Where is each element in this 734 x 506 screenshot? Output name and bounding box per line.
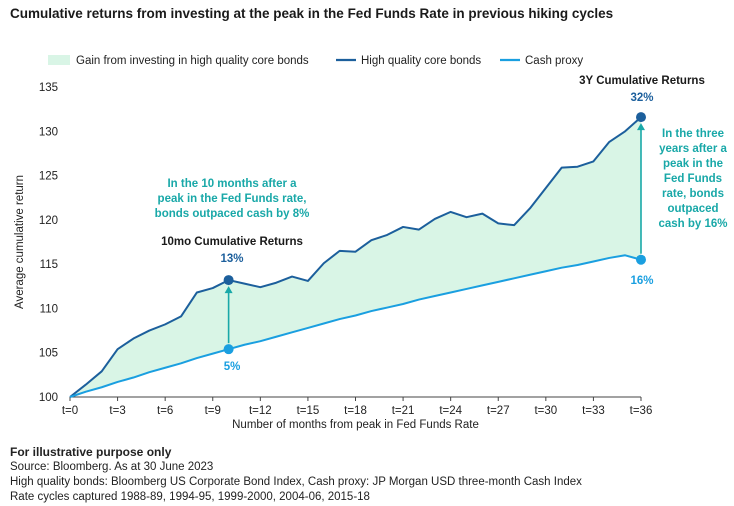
x-tick-label: t=6 xyxy=(157,405,173,417)
chart-title: Cumulative returns from investing at the… xyxy=(10,6,614,21)
x-tick-label: t=3 xyxy=(109,405,125,417)
x-tick-label: t=0 xyxy=(62,405,78,417)
ten-mo-bond-label: 13% xyxy=(220,253,243,265)
three-y-note-line: rate, bonds xyxy=(662,188,724,200)
ten-mo-note-line: In the 10 months after a xyxy=(167,178,297,190)
bonds-series-line xyxy=(69,116,642,398)
y-tick-label: 130 xyxy=(39,126,58,138)
bonds-3y-point xyxy=(636,112,646,123)
x-tick-label: t=30 xyxy=(534,405,557,417)
gain-arrow-head xyxy=(637,123,645,131)
legend-label-cash: Cash proxy xyxy=(525,55,583,67)
x-tick-label: t=15 xyxy=(297,405,320,417)
x-axis-label: Number of months from peak in Fed Funds … xyxy=(232,419,479,431)
three-y-note-line: Fed Funds xyxy=(664,173,722,185)
y-tick-label: 105 xyxy=(39,348,58,360)
y-axis-label: Average cumulative return xyxy=(14,175,26,309)
three-y-note-line: cash by 16% xyxy=(658,218,727,230)
three-y-cash-label: 16% xyxy=(630,275,653,287)
gain-area xyxy=(70,117,641,397)
footnote-cycles: Rate cycles captured 1988-89, 1994-95, 1… xyxy=(10,491,370,503)
x-tick-label: t=36 xyxy=(630,405,653,417)
x-tick-label: t=12 xyxy=(249,405,272,417)
footnote-source: Source: Bloomberg. As at 30 June 2023 xyxy=(10,461,214,473)
cash-10mo-point xyxy=(223,344,234,355)
y-tick-label: 110 xyxy=(40,303,58,315)
legend-area-swatch xyxy=(48,55,70,65)
y-tick-label: 100 xyxy=(39,392,58,404)
legend-label-bonds: High quality core bonds xyxy=(361,55,481,67)
x-tick-label: t=24 xyxy=(439,405,462,417)
y-tick-label: 135 xyxy=(39,82,58,94)
gain-arrow-head xyxy=(224,286,233,294)
bonds-10mo-point xyxy=(223,275,234,286)
footnote-illustrative: For illustrative purpose only xyxy=(10,445,172,459)
x-tick-label: t=33 xyxy=(582,405,605,417)
y-tick-label: 115 xyxy=(40,259,58,271)
y-tick-label: 125 xyxy=(39,171,58,183)
x-tick-label: t=18 xyxy=(344,405,367,417)
x-tick-label: t=21 xyxy=(392,405,415,417)
line-chart: 100 105 110 115 120 125 130 135 t=0 t=3 t=6 t=9 t=12… xyxy=(14,55,728,431)
three-y-bond-label: 32% xyxy=(630,92,653,104)
ten-mo-heading: 10mo Cumulative Returns xyxy=(161,236,303,248)
x-tick-label: t=27 xyxy=(487,405,510,417)
ten-mo-note-line: peak in the Fed Funds rate, xyxy=(158,193,307,205)
three-y-note-line: outpaced xyxy=(667,203,718,215)
y-tick-label: 120 xyxy=(39,215,58,227)
legend-label-gain: Gain from investing in high quality core… xyxy=(76,55,309,67)
three-y-note-line: years after a xyxy=(659,143,727,155)
three-y-note-line: In the three xyxy=(662,128,724,140)
three-y-note-line: peak in the xyxy=(663,158,723,170)
footnote-definitions: High quality bonds: Bloomberg US Corpora… xyxy=(10,476,582,488)
three-y-heading: 3Y Cumulative Returns xyxy=(579,75,705,87)
ten-mo-cash-label: 5% xyxy=(224,361,241,373)
cash-series-line xyxy=(69,254,642,398)
ten-mo-note-line: bonds outpaced cash by 8% xyxy=(155,208,310,220)
cash-3y-point xyxy=(636,254,646,265)
x-tick-label: t=9 xyxy=(205,405,221,417)
